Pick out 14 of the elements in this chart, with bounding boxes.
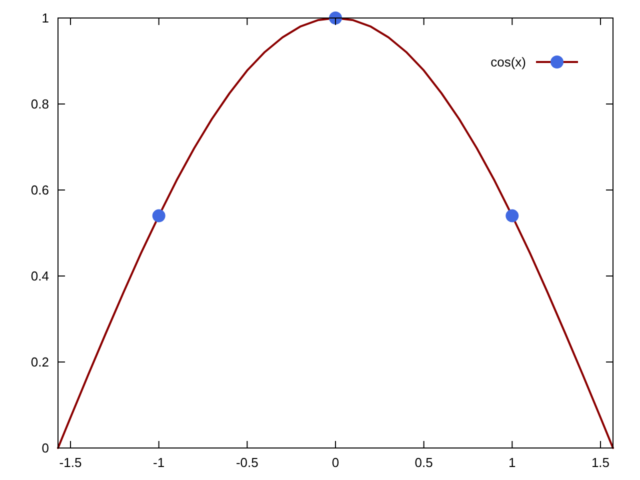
y-tick-label: 0.6 (30, 182, 49, 198)
y-tick-label: 1 (42, 10, 49, 26)
y-tick-label: 0.2 (30, 354, 49, 370)
legend-label: cos(x) (490, 54, 526, 70)
y-tick-label: 0 (42, 440, 49, 456)
x-tick-label: -0.5 (236, 455, 258, 470)
y-tick-label: 0.8 (30, 96, 49, 112)
x-tick-label: 1 (508, 455, 516, 470)
x-tick-label: -1 (153, 455, 165, 470)
x-tick-label: -1.5 (59, 455, 82, 470)
x-tick-label: 0.5 (414, 455, 433, 470)
x-tick-label: 1.5 (591, 455, 610, 470)
x-tick-label: 0 (332, 455, 340, 470)
y-tick-label: 0.4 (30, 268, 49, 284)
